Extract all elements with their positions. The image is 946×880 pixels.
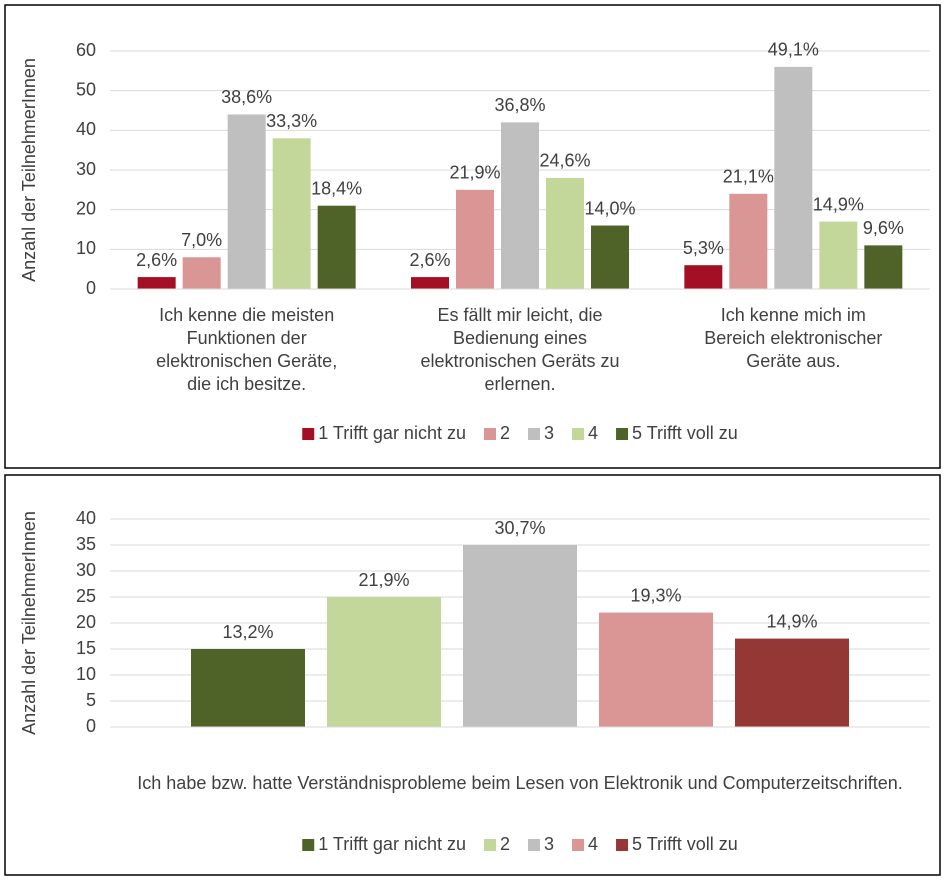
- legend-swatch: [302, 839, 315, 851]
- bar: [456, 189, 494, 289]
- data-label: 38,6%: [221, 87, 272, 107]
- y-tick-label: 60: [76, 40, 96, 60]
- y-tick-label: 35: [76, 534, 96, 554]
- data-label: 2,6%: [409, 250, 450, 270]
- legend-label: 1 Trifft gar nicht zu: [318, 834, 466, 854]
- legend-swatch: [483, 428, 496, 440]
- data-label: 14,9%: [813, 194, 864, 214]
- bar: [411, 277, 449, 289]
- bar: [774, 66, 813, 289]
- bar: [137, 277, 176, 289]
- legend-swatch: [483, 839, 496, 851]
- bar: [864, 245, 903, 289]
- y-tick-label: 5: [86, 690, 96, 710]
- y-tick-label: 30: [76, 159, 96, 179]
- data-label: 30,7%: [494, 518, 545, 538]
- legend-label: 5 Trifft voll zu: [632, 423, 738, 443]
- data-label: 13,2%: [222, 622, 273, 642]
- data-label: 49,1%: [768, 40, 819, 60]
- data-label: 7,0%: [181, 230, 222, 250]
- y-tick-label: 50: [76, 79, 96, 99]
- bar: [327, 597, 441, 727]
- legend-swatch: [302, 428, 315, 440]
- legend-label: 1 Trifft gar nicht zu: [318, 423, 466, 443]
- data-label: 21,9%: [358, 570, 409, 590]
- legend-label: 2: [500, 423, 510, 443]
- data-label: 21,9%: [449, 163, 500, 183]
- y-tick-label: 25: [76, 586, 96, 606]
- bar: [729, 193, 768, 289]
- y-tick-label: 20: [76, 612, 96, 632]
- data-label: 5,3%: [683, 238, 724, 258]
- y-tick-label: 0: [86, 716, 96, 736]
- bar: [317, 205, 356, 289]
- legend-label: 5 Trifft voll zu: [632, 834, 738, 854]
- y-tick-label: 0: [86, 278, 96, 298]
- x-tick-label: Ich habe bzw. hatte Verständnisprobleme …: [137, 773, 903, 793]
- y-tick-label: 40: [76, 508, 96, 528]
- x-tick-label: Es fällt mir leicht, die Bedienung eines…: [420, 305, 620, 394]
- bar: [684, 265, 723, 289]
- x-tick-label: Ich kenne die meisten Funktionen der ele…: [156, 305, 338, 394]
- data-label: 24,6%: [539, 151, 590, 171]
- y-tick-label: 15: [76, 638, 96, 658]
- data-label: 2,6%: [136, 250, 177, 270]
- bar: [272, 138, 311, 289]
- bar: [227, 114, 266, 289]
- bar: [463, 545, 577, 727]
- legend-swatch: [528, 428, 541, 440]
- y-axis-title: Anzahl der TeilnehmerInnen: [19, 511, 39, 735]
- y-tick-label: 20: [76, 198, 96, 218]
- legend-label: 3: [544, 834, 554, 854]
- bar: [819, 221, 858, 289]
- data-label: 19,3%: [630, 585, 681, 605]
- bar: [191, 649, 305, 727]
- x-tick-label: Ich kenne mich im Bereich elektronischer…: [704, 305, 883, 371]
- legend-swatch: [572, 839, 585, 851]
- y-tick-label: 40: [76, 119, 96, 139]
- legend-swatch: [616, 839, 629, 851]
- legend-label: 4: [588, 834, 598, 854]
- legend-swatch: [616, 428, 629, 440]
- bar: [599, 612, 713, 727]
- y-tick-label: 10: [76, 238, 96, 258]
- bar: [735, 638, 849, 727]
- legend-label: 2: [500, 834, 510, 854]
- y-tick-label: 30: [76, 560, 96, 580]
- data-label: 36,8%: [494, 95, 545, 115]
- bar: [182, 257, 221, 289]
- legend-swatch: [572, 428, 585, 440]
- data-label: 21,1%: [723, 167, 774, 187]
- data-label: 14,9%: [766, 611, 817, 631]
- data-label: 14,0%: [584, 198, 635, 218]
- bar: [501, 122, 539, 290]
- legend-swatch: [528, 839, 541, 851]
- y-axis-title: Anzahl der TeilnehmerInnen: [19, 58, 39, 282]
- legend-label: 4: [588, 423, 598, 443]
- data-label: 18,4%: [311, 178, 362, 198]
- data-label: 9,6%: [863, 218, 904, 238]
- legend-label: 3: [544, 423, 554, 443]
- bar: [546, 177, 584, 289]
- bar: [591, 225, 629, 289]
- y-tick-label: 10: [76, 664, 96, 684]
- data-label: 33,3%: [266, 111, 317, 131]
